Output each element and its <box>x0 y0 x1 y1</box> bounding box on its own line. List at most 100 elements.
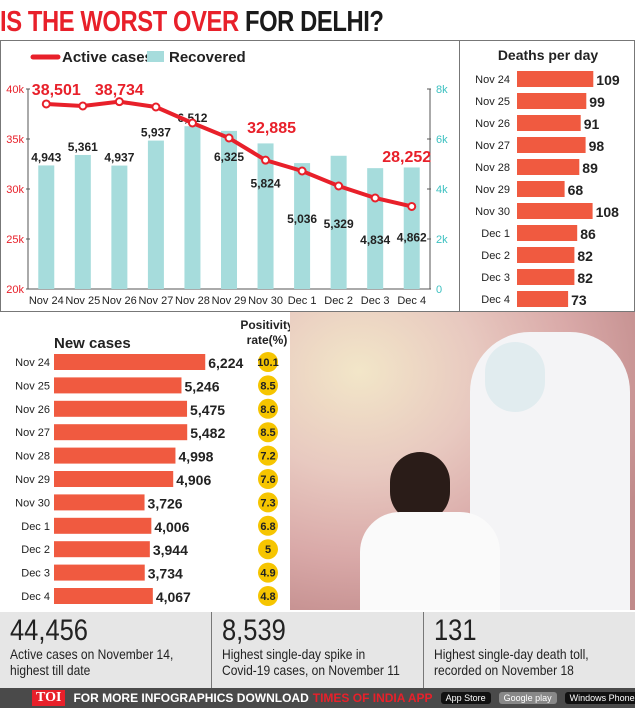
left-tick-label: 30k <box>6 184 24 196</box>
recovered-bar <box>147 140 164 289</box>
new-cases-value: 4,006 <box>154 519 189 535</box>
active-point <box>224 133 234 143</box>
app-store-badge[interactable]: App Store <box>440 692 491 704</box>
active-point <box>370 193 380 203</box>
stat-desc: Active cases on November 14, <box>10 646 174 662</box>
new-cases-bar <box>54 354 206 370</box>
new-cases-category: Nov 27 <box>15 427 50 439</box>
positivity-title: rate(%) <box>247 333 288 347</box>
deaths-value: 98 <box>589 138 605 154</box>
new-cases-value: 5,482 <box>190 425 225 441</box>
positivity-badge <box>258 469 278 489</box>
new-cases-value: 5,246 <box>184 378 219 394</box>
footer-app[interactable]: TIMES OF INDIA APP <box>312 691 433 705</box>
positivity-value: 6.8 <box>260 521 275 533</box>
deaths-value: 82 <box>577 248 593 264</box>
active-point <box>78 101 88 111</box>
active-point <box>407 201 417 211</box>
recovered-label: 5,824 <box>251 176 281 190</box>
positivity-value: 7.6 <box>260 474 275 486</box>
left-tick-label: 25k <box>6 234 24 246</box>
deaths-bar <box>517 269 575 285</box>
recovered-bar <box>38 165 55 289</box>
deaths-chart: Deaths per day Nov 24 109 Nov 25 99 Nov 26 91 N… <box>475 47 620 308</box>
deaths-category: Dec 1 <box>481 228 510 240</box>
recovered-label: 4,862 <box>397 230 427 244</box>
left-tick-label: 35k <box>6 134 24 146</box>
deaths-category: Dec 3 <box>481 272 510 284</box>
new-cases-category: Nov 28 <box>15 451 50 463</box>
stats-panel: 44,456 Active cases on November 14, highes… <box>0 612 635 688</box>
deaths-category: Nov 24 <box>475 74 510 86</box>
x-tick-label: Nov 28 <box>175 295 210 307</box>
stat-desc: Highest single-day spike in <box>222 646 366 662</box>
page-title: IS THE WORST OVER FOR DELHI? <box>0 6 384 39</box>
new-cases-value: 3,734 <box>148 566 183 582</box>
stat-spike: 8,539 Highest single-day spike in Covid-19… <box>212 612 424 688</box>
deaths-bar <box>517 137 586 153</box>
x-tick-label: Nov 30 <box>248 295 283 307</box>
deaths-value: 109 <box>596 72 620 88</box>
active-point <box>334 181 344 191</box>
new-cases-category: Dec 1 <box>21 521 50 533</box>
deaths-bar <box>517 181 565 197</box>
active-point <box>261 155 271 165</box>
deaths-category: Nov 30 <box>475 206 510 218</box>
new-cases-value: 4,998 <box>178 449 213 465</box>
new-cases-bar <box>54 517 152 534</box>
deaths-bar <box>517 225 578 241</box>
stat-desc: Covid-19 cases, on November 11 <box>222 662 400 678</box>
right-tick-label: 2k <box>436 234 448 246</box>
positivity-value: 4.9 <box>260 568 275 580</box>
positivity-badge <box>258 492 278 513</box>
recovered-bar <box>367 168 384 289</box>
positivity-badge <box>258 515 278 536</box>
right-tick-label: 0 <box>436 284 442 296</box>
deaths-category: Dec 2 <box>481 250 510 262</box>
stat-active: 44,456 Active cases on November 14, highes… <box>0 612 212 688</box>
title-red: IS THE WORST OVER <box>0 6 239 38</box>
testing-photo <box>290 312 635 610</box>
x-tick-label: Dec 3 <box>361 295 390 307</box>
positivity-badge <box>258 562 278 583</box>
new-cases-value: 4,906 <box>176 472 211 488</box>
active-point <box>187 118 197 128</box>
windows-phone-badge[interactable]: Windows Phone <box>564 692 635 704</box>
footer-banner: TOI FOR MORE INFOGRAPHICS DOWNLOAD TIMES… <box>0 688 635 708</box>
x-tick-label: Dec 4 <box>397 295 426 307</box>
recovered-label: 5,036 <box>287 212 317 226</box>
new-cases-bar <box>54 400 188 417</box>
active-label: 38,501 <box>32 82 81 99</box>
recovered-bar <box>294 163 311 289</box>
new-cases-value: 3,726 <box>148 495 183 511</box>
legend-recovered: Recovered <box>169 49 246 66</box>
legend-active: Active cases <box>62 49 153 66</box>
google-play-badge[interactable]: Google play <box>498 692 557 704</box>
left-tick-label: 20k <box>6 284 24 296</box>
deaths-category: Nov 28 <box>475 162 510 174</box>
deaths-bar <box>517 115 581 131</box>
deaths-value: 108 <box>596 204 620 220</box>
new-cases-category: Nov 30 <box>15 497 50 509</box>
x-tick-label: Nov 24 <box>29 295 64 307</box>
active-recovered-chart: Active cases Recovered 20k 25k 30k 35k 40k 0 2k 4… <box>6 49 448 307</box>
new-cases-bar <box>54 541 150 558</box>
active-point <box>114 97 124 107</box>
positivity-badge <box>258 422 278 443</box>
positivity-badge <box>258 539 278 560</box>
recovered-bar <box>221 130 237 289</box>
deaths-value: 99 <box>589 94 605 110</box>
deaths-value: 91 <box>584 116 600 132</box>
deaths-value: 86 <box>580 226 596 242</box>
legend-bar-swatch <box>147 51 164 62</box>
new-cases-bar <box>54 424 188 441</box>
positivity-badge <box>258 375 278 396</box>
new-cases-title: New cases <box>54 335 131 352</box>
recovered-bar <box>184 126 201 289</box>
x-tick-label: Nov 25 <box>65 295 100 307</box>
deaths-value: 73 <box>571 292 587 308</box>
stat-value: 44,456 <box>10 614 89 647</box>
x-tick-label: Nov 26 <box>102 295 137 307</box>
new-cases-bar <box>54 564 145 581</box>
recovered-label: 5,361 <box>68 140 98 154</box>
